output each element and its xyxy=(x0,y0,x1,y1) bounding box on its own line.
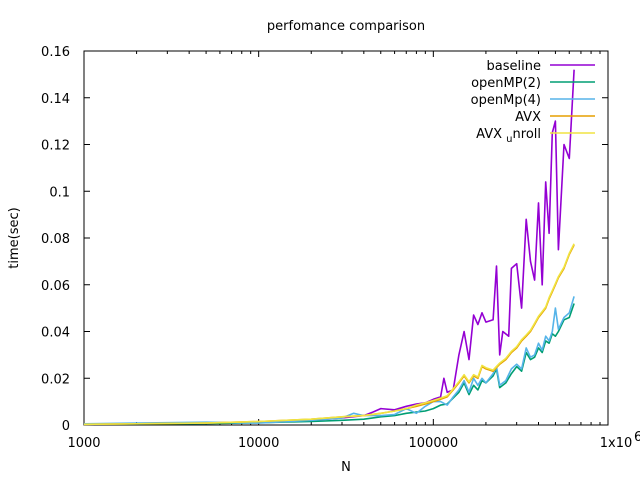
legend: baseline openMP(2) openMp(4) AVX AVX unroll xyxy=(471,59,595,145)
y-tick-label: 0.1 xyxy=(49,185,70,200)
y-tick-label: 0 xyxy=(62,419,70,434)
x-tick-label: 100000 xyxy=(409,436,459,451)
legend-label: openMp(4) xyxy=(471,93,541,108)
y-tick-label: 0.08 xyxy=(41,232,70,247)
y-tick-label: 0.04 xyxy=(41,326,70,341)
y-tick-label: 0.12 xyxy=(41,139,70,154)
x-axis-label: N xyxy=(341,460,351,475)
x-tick-label: 1x10 xyxy=(600,436,633,451)
x-tick-label: 1000 xyxy=(67,436,100,451)
y-axis-label: time(sec) xyxy=(7,207,22,268)
y-tick-label: 0.14 xyxy=(41,92,70,107)
series-line-openmp-4- xyxy=(83,296,575,425)
y-tick-label: 0.02 xyxy=(41,372,70,387)
legend-label: AVX xyxy=(515,110,541,125)
legend-label: openMP(2) xyxy=(471,76,541,91)
y-axis-ticks: 0 0.02 0.04 0.06 0.08 0.1 0.12 0.14 0.16 xyxy=(41,45,608,434)
series-group xyxy=(83,69,575,426)
legend-label: baseline xyxy=(487,59,541,74)
y-tick-label: 0.06 xyxy=(41,279,70,294)
chart-title: perfomance comparison xyxy=(267,19,425,34)
y-tick-label: 0.16 xyxy=(41,45,70,60)
x-tick-label: 10000 xyxy=(238,436,279,451)
series-line-baseline xyxy=(83,69,575,425)
series-line-avx-unroll xyxy=(83,243,575,426)
series-line-avx xyxy=(83,244,575,426)
x-axis-ticks: 1000 10000 100000 1x10 6 xyxy=(67,51,640,451)
x-tick-exponent: 6 xyxy=(634,430,640,445)
legend-label: AVX unroll xyxy=(476,127,541,145)
